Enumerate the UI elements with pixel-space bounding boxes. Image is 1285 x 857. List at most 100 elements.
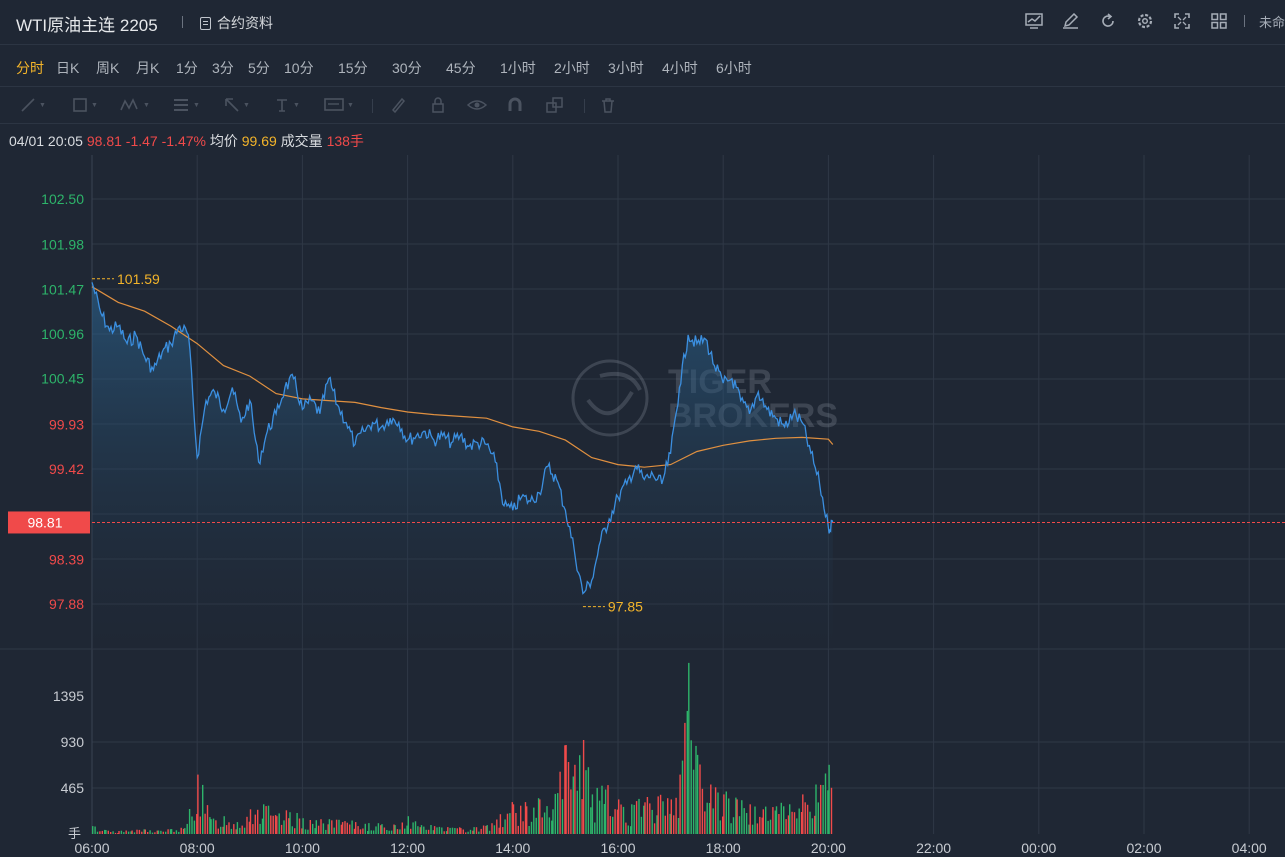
time-tick-label: 16:00	[600, 840, 635, 856]
info-avg-value: 99.69	[241, 133, 277, 149]
volume-bar	[579, 755, 581, 834]
chart-indicator-icon[interactable]	[1023, 10, 1045, 32]
volume-bar	[322, 823, 325, 834]
volume-bar	[459, 827, 461, 834]
volume-bar	[92, 826, 94, 834]
volume-bar	[454, 828, 456, 834]
volume-bar	[767, 820, 769, 834]
volume-bar	[719, 820, 721, 834]
volume-bar	[598, 800, 601, 834]
volume-bar	[585, 770, 587, 834]
volume-bar	[552, 809, 554, 834]
volume-bar	[288, 818, 290, 834]
volume-bar	[406, 825, 408, 834]
volume-bar	[425, 829, 427, 834]
fibonacci-tool-icon[interactable]: ▼	[174, 99, 200, 111]
period-tab-8[interactable]: 15分	[338, 60, 368, 76]
volume-bar	[423, 826, 425, 834]
brush-icon[interactable]	[390, 95, 406, 115]
volume-bar	[670, 799, 672, 834]
period-tab-4[interactable]: 1分	[176, 60, 198, 76]
period-tab-13[interactable]: 3小时	[608, 60, 644, 76]
settings-icon[interactable]	[1134, 10, 1156, 32]
period-tab-10[interactable]: 45分	[446, 60, 476, 76]
volume-bar	[785, 819, 787, 834]
volume-bar	[263, 804, 265, 834]
layout-name-label[interactable]: 未命	[1258, 14, 1285, 30]
period-tab-14[interactable]: 4小时	[662, 60, 698, 76]
wave-tool-icon[interactable]: ▼	[120, 95, 150, 115]
info-avg-label: 均价	[209, 133, 238, 149]
period-tab-11[interactable]: 1小时	[500, 60, 536, 76]
volume-bar	[692, 769, 695, 834]
line-tool-icon[interactable]: ▼	[20, 95, 46, 115]
volume-bar	[344, 821, 346, 834]
volume-bar	[620, 804, 622, 834]
volume-bar	[381, 824, 383, 834]
volume-bar	[419, 827, 421, 834]
volume-bar	[557, 793, 559, 834]
contract-info-button[interactable]: 合约资料	[200, 13, 273, 33]
info-volume-label: 成交量	[280, 133, 323, 149]
drawbar-separator	[372, 99, 373, 113]
period-tab-6[interactable]: 5分	[248, 60, 270, 76]
period-tab-3[interactable]: 月K	[136, 60, 160, 76]
volume-bar	[259, 823, 261, 834]
annotation-tool-icon[interactable]: ▼	[324, 95, 354, 115]
volume-bar	[315, 820, 317, 834]
period-tab-7[interactable]: 10分	[284, 60, 314, 76]
volume-bar	[633, 804, 635, 834]
volume-bar	[254, 814, 256, 834]
volume-bar	[673, 815, 675, 834]
arrow-tool-icon[interactable]: ▼	[224, 95, 250, 115]
volume-bar	[317, 825, 320, 834]
volume-bar	[133, 832, 136, 834]
lock-icon[interactable]	[430, 95, 446, 115]
volume-tick-label: 1395	[53, 688, 84, 704]
period-tab-2[interactable]: 周K	[96, 60, 120, 76]
info-change: -1.47	[125, 133, 158, 149]
refresh-icon[interactable]	[1097, 10, 1119, 32]
volume-bar	[596, 787, 598, 834]
fullscreen-icon[interactable]	[1171, 10, 1193, 32]
grid-layout-icon[interactable]	[1208, 10, 1230, 32]
volume-bar	[294, 828, 296, 834]
volume-bar	[270, 815, 272, 834]
magnet-icon[interactable]	[507, 95, 523, 115]
volume-bar	[522, 821, 524, 834]
eye-icon[interactable]	[467, 95, 487, 115]
volume-bar	[144, 829, 146, 834]
layers-icon[interactable]	[546, 95, 564, 115]
volume-bar	[235, 829, 237, 834]
volume-bar	[123, 832, 125, 834]
time-tick-label: 14:00	[495, 840, 530, 856]
volume-bar	[811, 818, 814, 834]
volume-bar	[498, 827, 500, 834]
edit-icon[interactable]	[1060, 10, 1082, 32]
period-tab-15[interactable]: 6小时	[716, 60, 752, 76]
volume-bar	[630, 826, 632, 834]
rectangle-tool-icon[interactable]: ▼	[72, 95, 98, 115]
text-tool-icon[interactable]: ▼	[274, 95, 300, 115]
time-tick-label: 12:00	[390, 840, 425, 856]
period-tab-1[interactable]: 日K	[56, 60, 80, 76]
volume-bar	[443, 831, 445, 834]
period-tab-5[interactable]: 3分	[212, 60, 234, 76]
volume-bar	[741, 800, 743, 834]
instrument-title[interactable]: WTI原油主连 2205	[16, 16, 158, 35]
period-tab-9[interactable]: 30分	[392, 60, 422, 76]
volume-bar	[460, 828, 462, 834]
volume-bar	[601, 785, 603, 834]
volume-bar	[449, 827, 451, 834]
trash-icon[interactable]	[600, 95, 616, 115]
volume-bar	[225, 825, 228, 834]
volume-bar	[664, 815, 666, 834]
period-tab-0[interactable]: 分时	[16, 60, 44, 76]
volume-bar	[543, 812, 546, 834]
volume-bar	[594, 822, 596, 834]
volume-bar	[388, 830, 390, 834]
volume-bar	[759, 816, 761, 834]
period-tab-12[interactable]: 2小时	[554, 60, 590, 76]
volume-bar	[551, 820, 553, 834]
